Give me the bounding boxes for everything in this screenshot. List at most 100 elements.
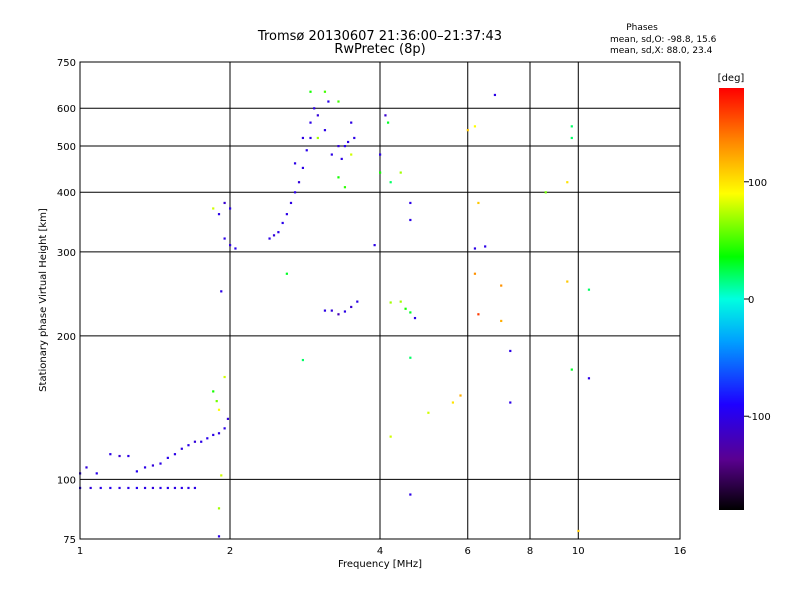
data-point bbox=[109, 453, 112, 456]
data-point bbox=[409, 356, 412, 359]
data-point bbox=[309, 136, 312, 140]
data-point bbox=[229, 207, 232, 210]
x-axis-ticks: 1 2 4 6 8 10 16 bbox=[77, 546, 687, 557]
data-point bbox=[285, 213, 288, 216]
data-point bbox=[477, 201, 480, 205]
colorbar-ticks: 100 0 -100 bbox=[744, 178, 771, 423]
data-point bbox=[234, 247, 237, 250]
data-point bbox=[373, 244, 376, 247]
data-point bbox=[316, 114, 319, 117]
data-point bbox=[217, 408, 221, 411]
y-tick-label: 600 bbox=[57, 104, 76, 115]
data-point bbox=[223, 427, 226, 430]
data-point bbox=[459, 394, 462, 397]
data-point bbox=[215, 400, 218, 403]
data-point bbox=[343, 186, 347, 189]
data-point bbox=[293, 162, 297, 165]
data-point bbox=[409, 218, 412, 222]
colorbar-tick-label: 0 bbox=[748, 295, 754, 306]
x-axis-label: Frequency [MHz] bbox=[338, 559, 422, 570]
data-point bbox=[337, 144, 340, 148]
phases-title: Phases bbox=[626, 23, 658, 33]
data-point bbox=[350, 121, 353, 124]
data-point bbox=[159, 462, 162, 465]
data-point bbox=[212, 207, 215, 210]
colorbar-label: [deg] bbox=[718, 73, 745, 84]
data-point bbox=[166, 486, 169, 490]
data-point bbox=[309, 121, 312, 124]
data-point bbox=[281, 221, 284, 225]
data-point bbox=[350, 305, 353, 309]
data-point bbox=[566, 181, 569, 184]
data-point bbox=[509, 349, 512, 353]
x-tick-label: 8 bbox=[527, 546, 533, 557]
data-point bbox=[493, 93, 497, 97]
data-point bbox=[330, 153, 333, 156]
data-point bbox=[451, 401, 455, 404]
data-point bbox=[386, 121, 390, 124]
data-point bbox=[173, 486, 177, 490]
plot-frame bbox=[79, 61, 681, 540]
data-point bbox=[566, 280, 569, 283]
y-tick-label: 200 bbox=[57, 332, 76, 343]
data-point bbox=[95, 472, 98, 475]
y-axis-ticks: 75 100 200 300 400 500 600 750 bbox=[57, 58, 76, 546]
data-point bbox=[127, 486, 130, 490]
data-point bbox=[187, 486, 190, 490]
data-point bbox=[343, 144, 347, 148]
data-point bbox=[337, 176, 340, 179]
data-point bbox=[544, 191, 547, 194]
data-point bbox=[151, 464, 155, 467]
data-point bbox=[570, 136, 573, 140]
data-point bbox=[217, 535, 221, 538]
data-point bbox=[285, 272, 288, 275]
data-point bbox=[220, 290, 223, 293]
data-point bbox=[379, 153, 382, 156]
data-point bbox=[323, 90, 327, 93]
data-point bbox=[85, 466, 88, 469]
data-point bbox=[313, 107, 316, 110]
phases-line-o: mean, sd,O: -98.8, 15.6 bbox=[610, 35, 717, 45]
data-point bbox=[277, 231, 280, 234]
data-point bbox=[297, 181, 301, 184]
x-tick-label: 4 bbox=[377, 546, 383, 557]
data-point bbox=[118, 454, 121, 458]
data-point bbox=[217, 432, 221, 435]
data-point bbox=[389, 301, 392, 304]
data-point bbox=[570, 368, 573, 371]
data-point bbox=[166, 456, 169, 459]
data-point bbox=[316, 136, 319, 140]
data-point bbox=[379, 171, 382, 174]
data-points bbox=[79, 90, 591, 538]
data-point bbox=[212, 390, 215, 393]
data-point bbox=[89, 486, 92, 490]
colorbar-tick-label: -100 bbox=[748, 412, 771, 423]
y-axis-label: Stationary phase Virtual Height [km] bbox=[38, 208, 49, 392]
data-point bbox=[340, 157, 343, 161]
data-point bbox=[473, 247, 477, 250]
data-point bbox=[330, 309, 333, 312]
data-point bbox=[127, 454, 130, 458]
data-point bbox=[413, 316, 417, 320]
data-point bbox=[337, 100, 340, 103]
x-tick-label: 2 bbox=[227, 546, 233, 557]
data-point bbox=[220, 474, 223, 477]
data-point bbox=[477, 313, 480, 316]
data-point bbox=[193, 440, 197, 443]
data-point bbox=[173, 453, 177, 456]
data-point bbox=[587, 377, 591, 380]
data-point bbox=[193, 486, 197, 490]
data-point bbox=[309, 90, 312, 93]
data-point bbox=[577, 529, 580, 533]
x-tick-label: 16 bbox=[674, 546, 687, 557]
data-point bbox=[409, 311, 412, 314]
data-point bbox=[217, 507, 221, 510]
data-point bbox=[509, 401, 512, 404]
x-tick-label: 6 bbox=[465, 546, 471, 557]
data-point bbox=[353, 136, 356, 140]
phases-line-x: mean, sd,X: 88.0, 23.4 bbox=[610, 46, 713, 56]
data-point bbox=[229, 244, 232, 247]
data-point bbox=[151, 486, 155, 490]
data-point bbox=[301, 358, 305, 362]
